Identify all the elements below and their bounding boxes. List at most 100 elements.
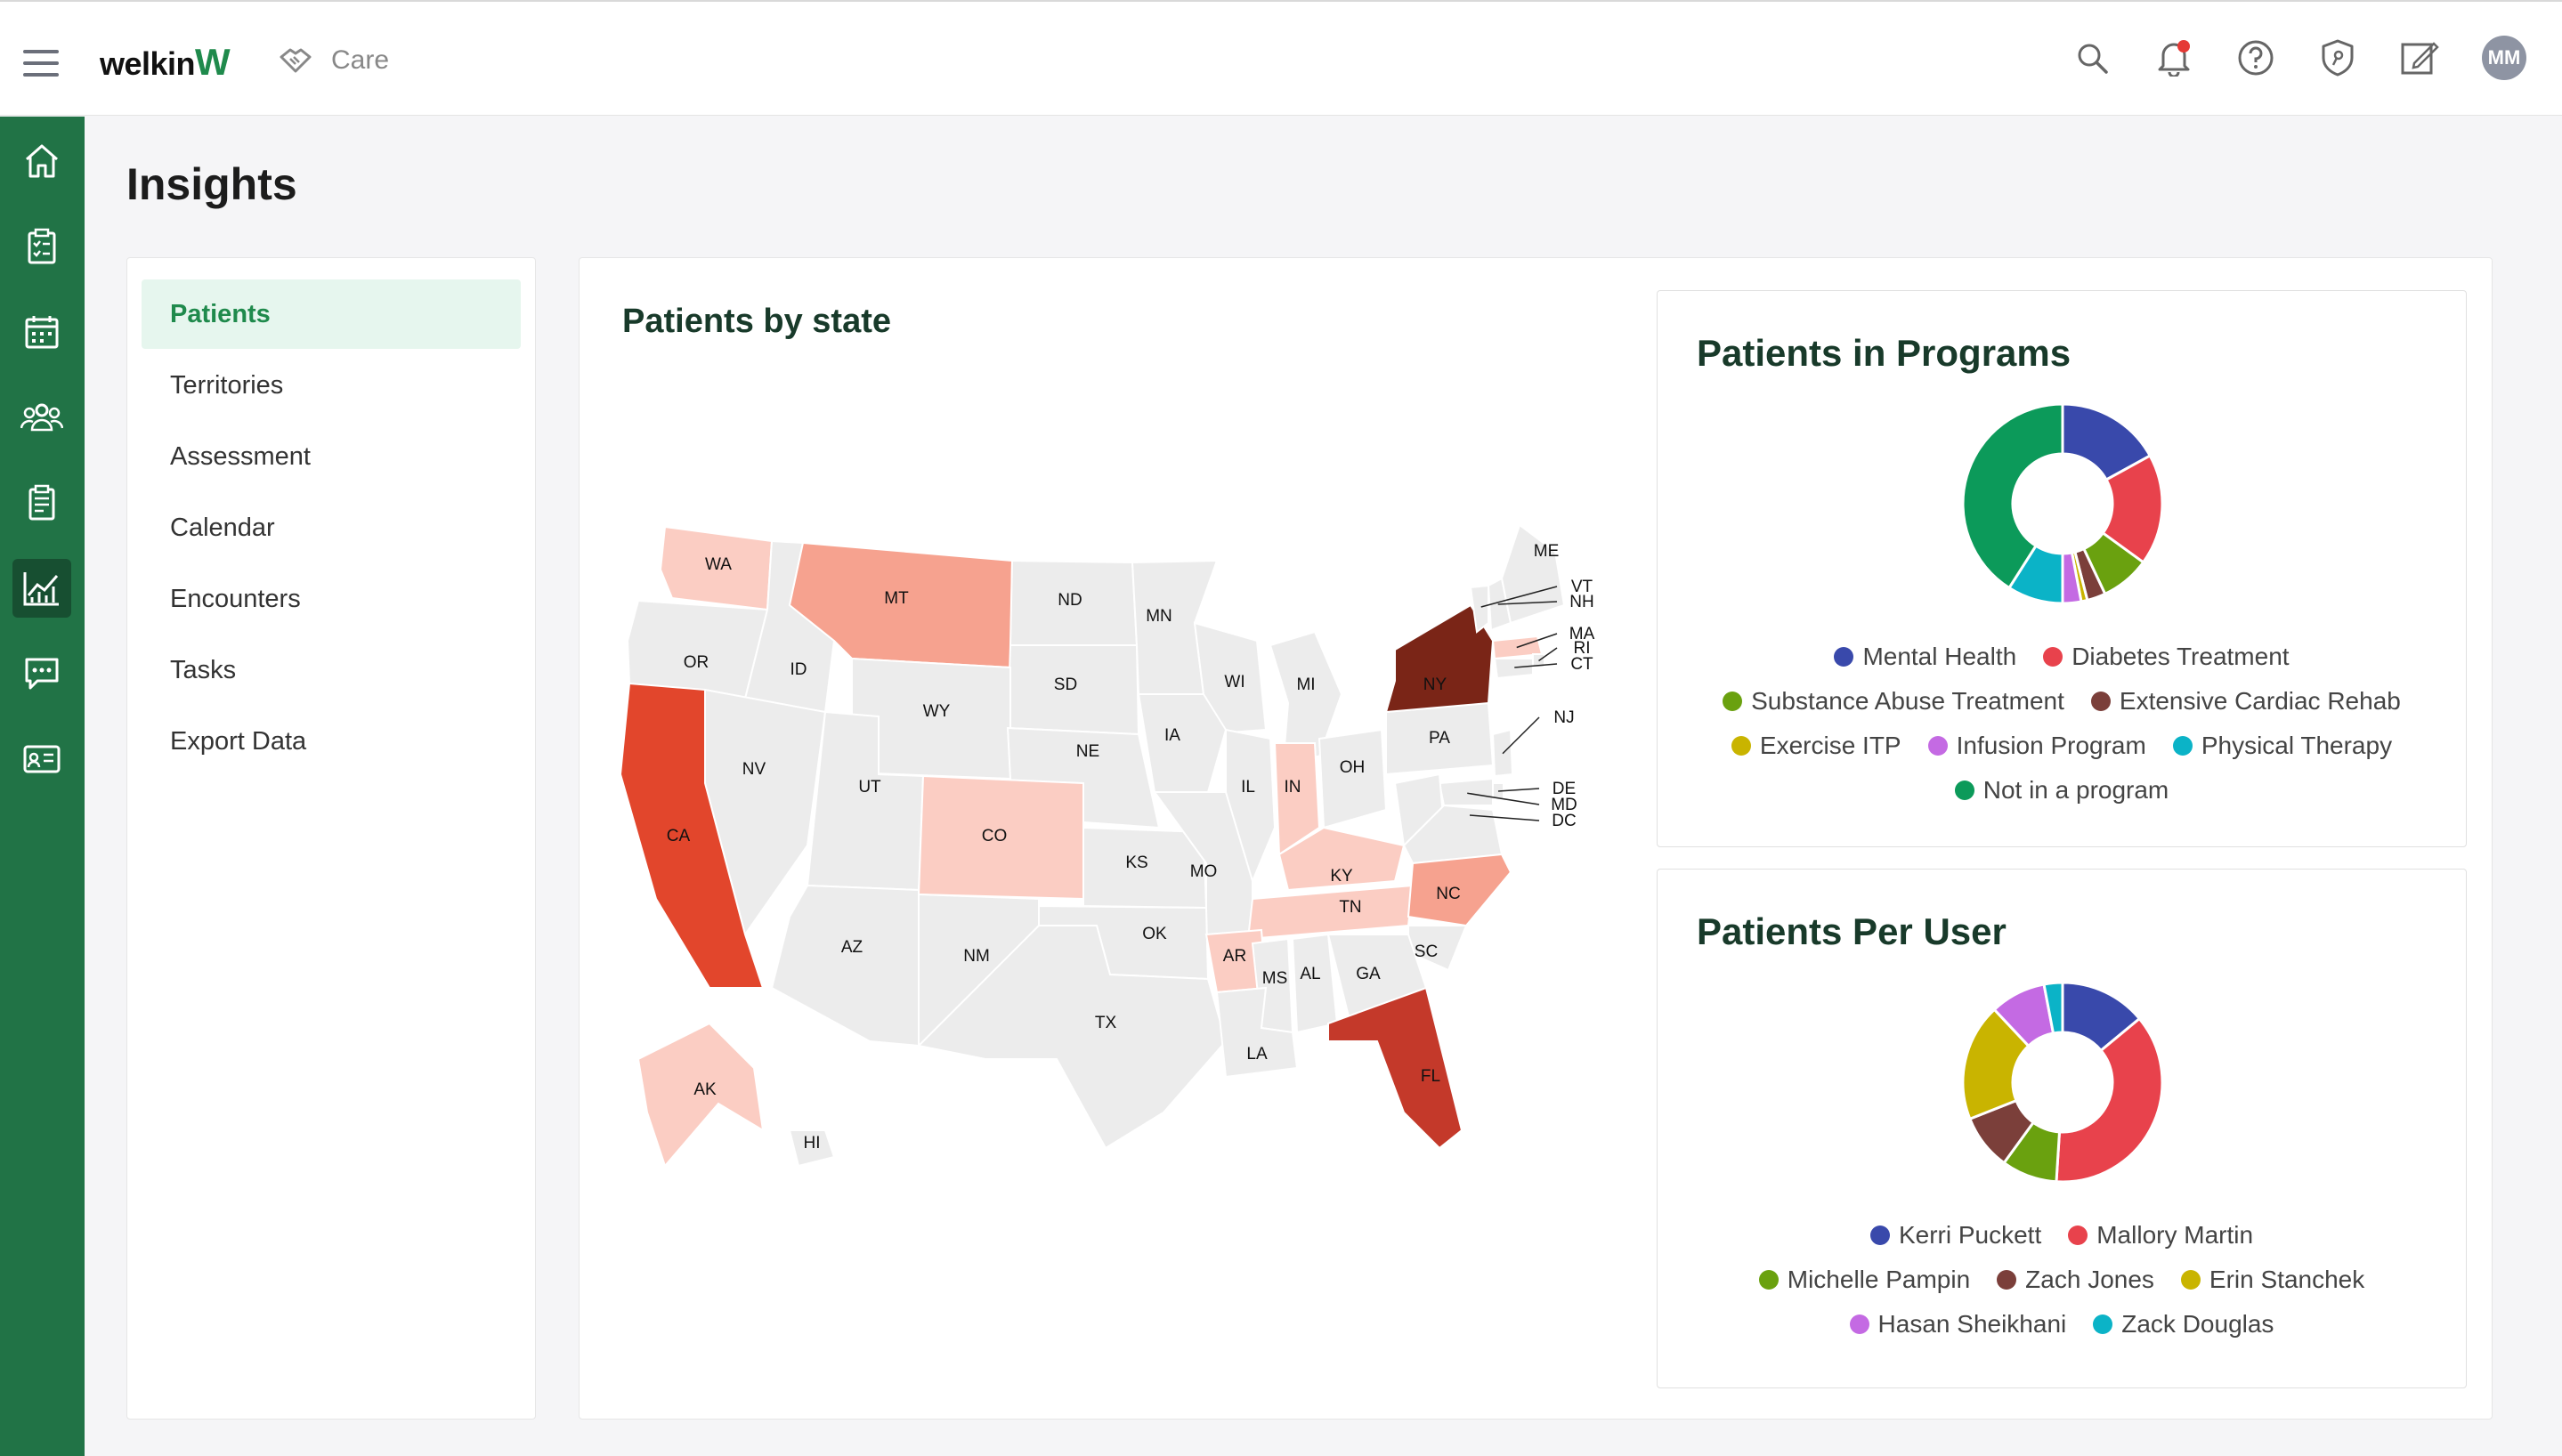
donut-slice-not-in-a-program[interactable]	[1961, 402, 2064, 590]
legend-label: Mallory Martin	[2096, 1221, 2254, 1249]
state-tn[interactable]	[1246, 884, 1415, 941]
messages-icon[interactable]	[12, 644, 71, 703]
id-card-icon[interactable]	[12, 730, 71, 789]
documents-icon[interactable]	[12, 473, 71, 532]
legend-label: Infusion Program	[1956, 732, 2146, 759]
state-ct[interactable]	[1493, 658, 1534, 680]
state-hi[interactable]	[788, 1129, 836, 1168]
legend-color-dot	[2068, 1225, 2088, 1245]
legend-item[interactable]: Zach Jones	[1997, 1266, 2154, 1294]
subnav-item-tasks[interactable]: Tasks	[170, 655, 237, 684]
legend-item[interactable]: Kerri Puckett	[1869, 1221, 2041, 1250]
state-me[interactable]	[1500, 523, 1566, 625]
logo[interactable]: welkinW	[100, 41, 231, 83]
insights-subnav: Patients Territories Assessment Calendar…	[126, 257, 536, 1420]
legend-color-dot	[1731, 736, 1751, 756]
state-nc[interactable]	[1407, 853, 1512, 927]
legend-item[interactable]: Hasan Sheikhani	[1849, 1310, 2066, 1339]
legend-item[interactable]: Mallory Martin	[2068, 1221, 2253, 1250]
state-label: KS	[1125, 853, 1147, 872]
per-user-donut-chart	[1961, 981, 2164, 1184]
legend-item[interactable]: Exercise ITP	[1731, 732, 1901, 760]
notification-badge	[2177, 40, 2190, 53]
state-la[interactable]	[1215, 986, 1299, 1079]
insights-chart-icon[interactable]	[12, 559, 71, 618]
legend-item[interactable]: Mental Health	[1834, 643, 2016, 671]
subnav-item-assessment[interactable]: Assessment	[170, 441, 311, 471]
state-label: GA	[1356, 965, 1381, 983]
search-icon[interactable]	[2072, 38, 2112, 77]
clipboard-checklist-icon[interactable]	[12, 217, 71, 276]
legend-item[interactable]: Extensive Cardiac Rehab	[2090, 687, 2401, 716]
subnav-item-export-data[interactable]: Export Data	[170, 726, 307, 756]
state-ky[interactable]	[1277, 826, 1406, 892]
legend-color-dot	[1927, 736, 1948, 756]
state-in[interactable]	[1273, 742, 1321, 856]
state-tx[interactable]	[916, 925, 1228, 1150]
legend-item[interactable]: Zack Douglas	[2093, 1310, 2274, 1339]
legend-color-dot	[1834, 647, 1854, 667]
state-wa[interactable]	[659, 525, 774, 611]
state-label: IA	[1164, 726, 1180, 745]
state-ca[interactable]	[619, 682, 765, 989]
legend-item[interactable]: Substance Abuse Treatment	[1723, 687, 2064, 716]
state-az[interactable]	[770, 884, 920, 1048]
state-label: FL	[1421, 1067, 1440, 1086]
legend-item[interactable]: Erin Stanchek	[2180, 1266, 2364, 1294]
edit-notes-icon[interactable]	[2400, 38, 2439, 77]
legend-row: Exercise ITP Infusion Program Physical The…	[1658, 724, 2466, 768]
per-user-card: Patients Per User Kerri Puckett Mallory M…	[1657, 869, 2467, 1388]
state-vt[interactable]	[1469, 584, 1489, 634]
home-icon[interactable]	[12, 132, 71, 190]
state-ak[interactable]	[636, 1022, 765, 1168]
state-label: DC	[1552, 812, 1576, 830]
legend-label: Not in a program	[1982, 776, 2169, 804]
state-label: RI	[1574, 639, 1591, 658]
donut-slice-mallory-martin[interactable]	[2055, 1016, 2164, 1184]
state-fl[interactable]	[1327, 986, 1463, 1150]
state-label: NJ	[1553, 708, 1574, 727]
legend-color-dot	[2093, 1314, 2113, 1334]
notifications-bell-icon[interactable]	[2154, 38, 2193, 77]
subnav-item-calendar[interactable]: Calendar	[170, 513, 275, 542]
subnav-item-territories[interactable]: Territories	[170, 370, 284, 400]
legend-label: Physical Therapy	[2201, 732, 2393, 759]
state-label: CT	[1570, 655, 1593, 674]
workspace-switcher[interactable]: Care	[278, 43, 389, 78]
state-label: MN	[1146, 607, 1172, 626]
state-callout-line	[1516, 633, 1558, 649]
state-label: WA	[705, 555, 732, 574]
legend-item[interactable]: Michelle Pampin	[1758, 1266, 1970, 1294]
menu-icon[interactable]	[23, 50, 59, 77]
state-label: MO	[1190, 862, 1218, 881]
subnav-item-patients[interactable]: Patients	[142, 279, 521, 349]
calendar-icon[interactable]	[12, 303, 71, 361]
state-ny[interactable]	[1384, 603, 1495, 714]
state-al[interactable]	[1291, 933, 1339, 1034]
legend-item[interactable]: Physical Therapy	[2172, 732, 2393, 760]
state-or[interactable]	[626, 599, 769, 700]
legend-color-dot	[1869, 1225, 1890, 1245]
subnav-item-encounters[interactable]: Encounters	[170, 584, 301, 613]
state-callout-line	[1514, 663, 1558, 668]
legend-label: Zack Douglas	[2121, 1310, 2274, 1338]
donut-slice-erin-stanchek[interactable]	[1961, 1007, 2031, 1121]
legend-item[interactable]: Not in a program	[1954, 776, 2169, 805]
state-md[interactable]	[1438, 777, 1494, 806]
state-va[interactable]	[1402, 804, 1504, 865]
legend-item[interactable]: Diabetes Treatment	[2043, 643, 2290, 671]
help-icon[interactable]	[2236, 38, 2275, 77]
patients-group-icon[interactable]	[12, 388, 71, 447]
avatar[interactable]: MM	[2482, 36, 2526, 80]
legend-label: Zach Jones	[2025, 1266, 2154, 1293]
legend-item[interactable]: Infusion Program	[1927, 732, 2146, 760]
state-label: MT	[884, 589, 909, 608]
state-ia[interactable]	[1137, 693, 1228, 793]
security-shield-icon[interactable]	[2318, 38, 2357, 77]
state-label: NV	[742, 760, 766, 779]
state-label: MI	[1296, 675, 1315, 694]
state-oh[interactable]	[1317, 728, 1388, 829]
donut-slice-zack-douglas[interactable]	[2042, 981, 2064, 1035]
state-label: ND	[1058, 591, 1082, 610]
map-title: Patients by state	[622, 303, 891, 340]
